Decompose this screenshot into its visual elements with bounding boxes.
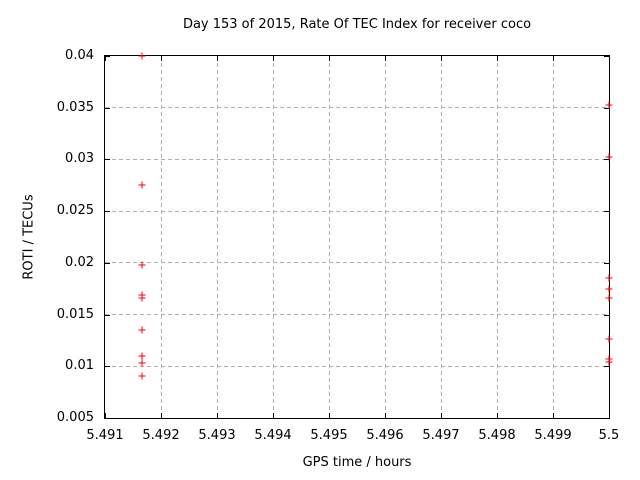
- x-tick-mark: [329, 413, 330, 418]
- x-tick-mark: [273, 56, 274, 61]
- y-tick-mark: [604, 314, 609, 316]
- y-tick-mark: [604, 262, 609, 264]
- y-tick-label: 0.03: [65, 151, 94, 167]
- y-tick-mark: [105, 314, 110, 316]
- y-tick-label: 0.035: [56, 99, 94, 115]
- y-tick-mark: [604, 159, 609, 161]
- x-tick-label: 5.495: [310, 428, 348, 443]
- y-tick-mark: [105, 262, 110, 264]
- h-gridline: [105, 158, 609, 160]
- data-point-marker: [605, 153, 613, 161]
- x-tick-mark: [329, 56, 330, 61]
- x-tick-mark: [441, 56, 442, 61]
- y-tick-mark: [105, 107, 110, 109]
- x-tick-mark: [609, 56, 610, 61]
- x-tick-label: 5.5: [598, 428, 620, 443]
- x-tick-label: 5.492: [142, 428, 180, 443]
- x-tick-mark: [385, 413, 386, 418]
- data-point-marker: [138, 359, 146, 367]
- h-gridline: [105, 314, 609, 316]
- y-tick-mark: [105, 418, 110, 419]
- x-tick-mark: [161, 413, 162, 418]
- data-point-marker: [138, 326, 146, 334]
- v-gridline: [552, 56, 554, 418]
- x-tick-label: 5.497: [422, 428, 460, 443]
- x-tick-mark: [217, 413, 218, 418]
- v-gridline: [216, 56, 218, 418]
- y-tick-label: 0.015: [56, 306, 94, 322]
- x-tick-mark: [217, 56, 218, 61]
- y-tick-mark: [604, 366, 609, 368]
- h-gridline: [105, 107, 609, 109]
- x-tick-label: 5.493: [198, 428, 236, 443]
- x-tick-label: 5.496: [366, 428, 404, 443]
- y-tick-mark: [105, 366, 110, 368]
- chart-title: Day 153 of 2015, Rate Of TEC Index for r…: [182, 17, 532, 32]
- x-tick-mark: [105, 413, 106, 418]
- v-gridline: [272, 56, 274, 418]
- x-tick-mark: [497, 56, 498, 61]
- data-point-marker: [605, 274, 613, 282]
- data-point-marker: [605, 294, 613, 302]
- x-tick-label: 5.498: [478, 428, 516, 443]
- data-point-marker: [605, 285, 613, 293]
- y-tick-mark: [604, 107, 609, 109]
- x-tick-mark: [609, 413, 610, 418]
- data-point-marker: [138, 372, 146, 380]
- y-tick-label: 0.02: [65, 254, 94, 270]
- y-tick-mark: [604, 418, 609, 419]
- v-gridline: [328, 56, 330, 418]
- data-point-marker: [605, 335, 613, 343]
- data-point-marker: [138, 352, 146, 360]
- v-gridline: [384, 56, 386, 418]
- y-tick-mark: [604, 211, 609, 213]
- x-axis-label: GPS time / hours: [302, 455, 412, 470]
- plot-area: [104, 52, 613, 419]
- x-tick-mark: [161, 56, 162, 61]
- y-tick-mark: [105, 159, 110, 161]
- x-tick-label: 5.491: [86, 428, 124, 443]
- x-tick-mark: [497, 413, 498, 418]
- x-tick-label: 5.499: [534, 428, 572, 443]
- data-point-marker: [138, 294, 146, 302]
- x-tick-mark: [441, 413, 442, 418]
- y-tick-mark: [105, 211, 110, 213]
- x-tick-mark: [273, 413, 274, 418]
- v-gridline: [496, 56, 498, 418]
- h-gridline: [105, 210, 609, 212]
- y-tick-mark: [604, 56, 609, 57]
- h-gridline: [105, 365, 609, 367]
- v-gridline: [160, 56, 162, 418]
- data-point-marker: [138, 181, 146, 189]
- h-gridline: [105, 262, 609, 264]
- x-tick-mark: [553, 413, 554, 418]
- y-tick-mark: [105, 56, 110, 57]
- data-point-marker: [138, 261, 146, 269]
- y-tick-label: 0.025: [56, 203, 94, 219]
- data-point-marker: [605, 358, 613, 366]
- y-tick-label: 0.005: [56, 410, 94, 425]
- data-point-marker: [138, 52, 146, 60]
- data-point-marker: [605, 101, 613, 109]
- y-tick-label: 0.01: [65, 358, 94, 374]
- x-tick-mark: [553, 56, 554, 61]
- x-tick-mark: [385, 56, 386, 61]
- x-tick-mark: [105, 56, 106, 61]
- v-gridline: [440, 56, 442, 418]
- y-tick-label: 0.04: [65, 48, 94, 63]
- x-tick-label: 5.494: [254, 428, 292, 443]
